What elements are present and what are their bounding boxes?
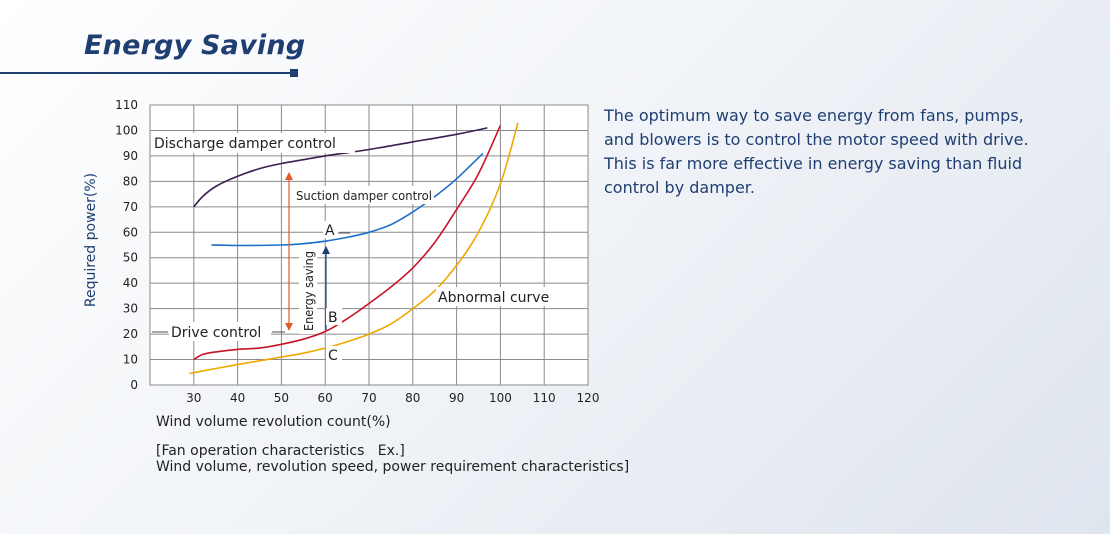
description: The optimum way to save energy from fans…	[604, 104, 1074, 200]
abnormal-curve	[189, 122, 519, 375]
y-tick-label: 0	[130, 378, 138, 392]
drive-control-curve	[193, 125, 502, 361]
chart-caption: [Fan operation characteristics Ex.] Wind…	[156, 443, 629, 475]
x-tick-label: 110	[533, 391, 556, 405]
caption-line: [Fan operation characteristics Ex.]	[156, 443, 405, 459]
x-tick-label: 30	[186, 391, 201, 405]
label-background	[326, 346, 342, 363]
y-tick-label: 30	[123, 302, 138, 316]
point-a-label: A	[325, 223, 335, 239]
energy-saving-label: Energy saving	[302, 251, 316, 331]
x-tick-label: 70	[361, 391, 376, 405]
description-line: and blowers is to control the motor spee…	[604, 130, 1029, 149]
label-background	[294, 186, 434, 204]
label-background	[299, 248, 317, 334]
title-underline	[0, 72, 294, 74]
y-tick-label: 100	[115, 123, 138, 137]
description-line: The optimum way to save energy from fans…	[604, 106, 1024, 125]
x-tick-label: 120	[577, 391, 600, 405]
description-line: control by damper.	[604, 178, 755, 197]
drive-control-label: Drive control	[171, 325, 261, 341]
x-tick-label: 80	[405, 391, 420, 405]
y-tick-label: 50	[123, 251, 138, 265]
discharge-damper-label: Discharge damper control	[154, 136, 336, 152]
y-tick-label: 40	[123, 276, 138, 290]
abnormal-curve-label: Abnormal curve	[438, 290, 549, 306]
x-tick-label: 100	[489, 391, 512, 405]
point-c-label: C	[328, 348, 338, 364]
x-tick-label: 50	[274, 391, 289, 405]
discharge-damper-curve	[193, 127, 488, 208]
y-tick-label: 80	[123, 174, 138, 188]
point-b-label: B	[328, 310, 338, 326]
x-tick-label: 90	[449, 391, 464, 405]
label-background	[326, 308, 342, 325]
y-tick-label: 10	[123, 353, 138, 367]
y-tick-label: 20	[123, 327, 138, 341]
y-tick-label: 60	[123, 225, 138, 239]
x-tick-label: 40	[230, 391, 245, 405]
label-background	[436, 287, 562, 306]
caption-line: Wind volume, revolution speed, power req…	[156, 459, 630, 475]
page-title: Energy Saving	[84, 30, 306, 61]
y-tick-label: 90	[123, 149, 138, 163]
series-lines	[189, 122, 519, 375]
y-tick-label: 110	[115, 98, 138, 112]
tick-labels: 0 10 20 30 40 50 60 70 80 90 100 110 30 40 50 60 70 80 90 1…	[115, 98, 599, 405]
suction-damper-label: Suction damper control	[296, 188, 432, 203]
y-tick-label: 70	[123, 200, 138, 214]
annotations: Discharge damper control Suction damper c…	[152, 133, 562, 364]
label-background	[323, 221, 339, 238]
label-background	[169, 322, 271, 341]
suction-damper-curve	[211, 152, 484, 247]
description-line: This is far more effective in energy sav…	[604, 154, 1023, 173]
title-underline-end	[290, 69, 298, 77]
label-background	[152, 133, 355, 153]
x-axis-label: Wind volume revolution count(%)	[156, 414, 391, 430]
x-tick-label: 60	[318, 391, 333, 405]
